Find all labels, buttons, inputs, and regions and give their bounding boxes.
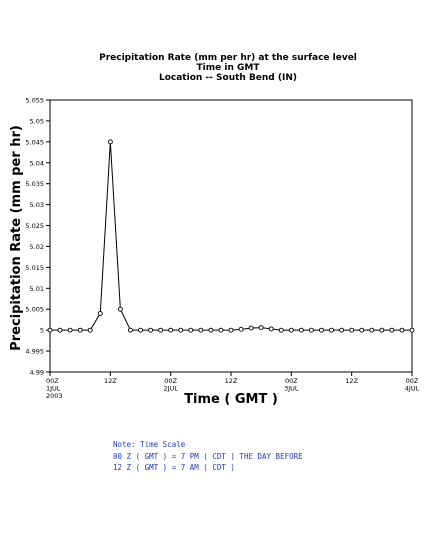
y-tick-label: 5.015 <box>25 264 44 272</box>
data-point <box>218 327 224 333</box>
data-point <box>77 327 83 333</box>
data-point <box>47 327 53 333</box>
y-tick-label: 5.01 <box>30 285 44 293</box>
chart-title: Precipitation Rate (mm per hr) at the su… <box>99 53 357 63</box>
y-tick-label: 4.995 <box>25 348 44 356</box>
data-point <box>268 326 274 332</box>
chart-location: Location -- South Bend (IN) <box>159 73 297 83</box>
y-tick-label: 4.99 <box>30 369 44 377</box>
data-point <box>389 327 395 333</box>
data-point <box>67 327 73 333</box>
x-tick-label: 12Z <box>104 377 117 385</box>
data-point <box>298 327 304 333</box>
data-point <box>57 327 63 333</box>
y-axis-label: Precipitation Rate (mm per hr) <box>9 125 24 351</box>
data-point <box>399 327 405 333</box>
data-point <box>228 327 234 333</box>
y-tick-label: 5.04 <box>30 159 44 167</box>
y-tick-label: 5.03 <box>30 201 44 209</box>
time-scale-note: Note: Time Scale 00 Z ( GMT ) = 7 PM ( C… <box>113 439 303 474</box>
x-tick-label: 2JUL <box>163 385 178 393</box>
data-point <box>127 327 133 333</box>
data-point <box>198 327 204 333</box>
data-point <box>278 327 284 333</box>
x-tick-label: 4JUL <box>405 385 420 393</box>
data-point <box>258 325 264 331</box>
data-point <box>138 327 143 333</box>
data-point <box>308 327 314 333</box>
y-tick-label: 5.02 <box>30 243 44 251</box>
data-point <box>379 327 385 333</box>
data-point <box>97 310 103 316</box>
data-point <box>369 327 375 333</box>
y-tick-label: 5.035 <box>25 180 44 188</box>
data-point <box>329 327 335 333</box>
x-tick-label: 3JUL <box>284 385 299 393</box>
y-axis-ticks: 4.99 4.995 5 5.005 5.01 5.015 5.02 5.025 5.03 5.0… <box>25 97 50 377</box>
data-point <box>238 326 244 332</box>
data-point <box>107 139 113 145</box>
x-tick-label: 1JUL <box>46 385 61 393</box>
y-tick-label: 5.05 <box>30 117 44 125</box>
data-point <box>339 327 345 333</box>
data-point <box>409 327 415 333</box>
x-tick-label: 00Z <box>406 377 419 385</box>
x-tick-label: 12Z <box>345 377 358 385</box>
data-point <box>158 327 164 333</box>
note-line: Note: Time Scale <box>113 440 186 449</box>
y-tick-label: 5.045 <box>25 138 44 146</box>
data-point <box>208 327 214 333</box>
x-tick-label: 00Z <box>164 377 177 385</box>
series-line <box>50 141 412 331</box>
x-tick-label: 00Z <box>46 377 59 385</box>
x-axis-label: Time ( GMT ) <box>184 392 278 407</box>
note-line: 00 Z ( GMT ) = 7 PM ( CDT ) THE DAY BEFO… <box>113 451 303 461</box>
data-point <box>87 327 93 333</box>
x-tick-label: 00Z <box>285 377 298 385</box>
data-point <box>148 327 154 333</box>
data-point <box>188 327 194 333</box>
y-tick-label: 5.055 <box>25 97 44 105</box>
data-point <box>168 327 174 333</box>
data-point <box>349 327 355 333</box>
data-point <box>178 327 184 333</box>
data-point <box>288 327 294 333</box>
data-point <box>359 327 365 333</box>
note-line: 12 Z ( GMT ) = 7 AM ( CDT ) <box>113 463 235 472</box>
x-tick-label: 12Z <box>225 377 238 385</box>
y-tick-label: 5.025 <box>25 222 44 230</box>
data-point <box>117 306 123 312</box>
data-point <box>248 325 254 331</box>
series-precipitation <box>47 139 415 333</box>
y-tick-label: 5.005 <box>25 306 44 314</box>
chart-subtitle: Time in GMT <box>197 63 261 73</box>
data-point <box>319 327 324 333</box>
x-tick-label: 2003 <box>46 392 63 400</box>
y-tick-label: 5 <box>40 327 44 335</box>
